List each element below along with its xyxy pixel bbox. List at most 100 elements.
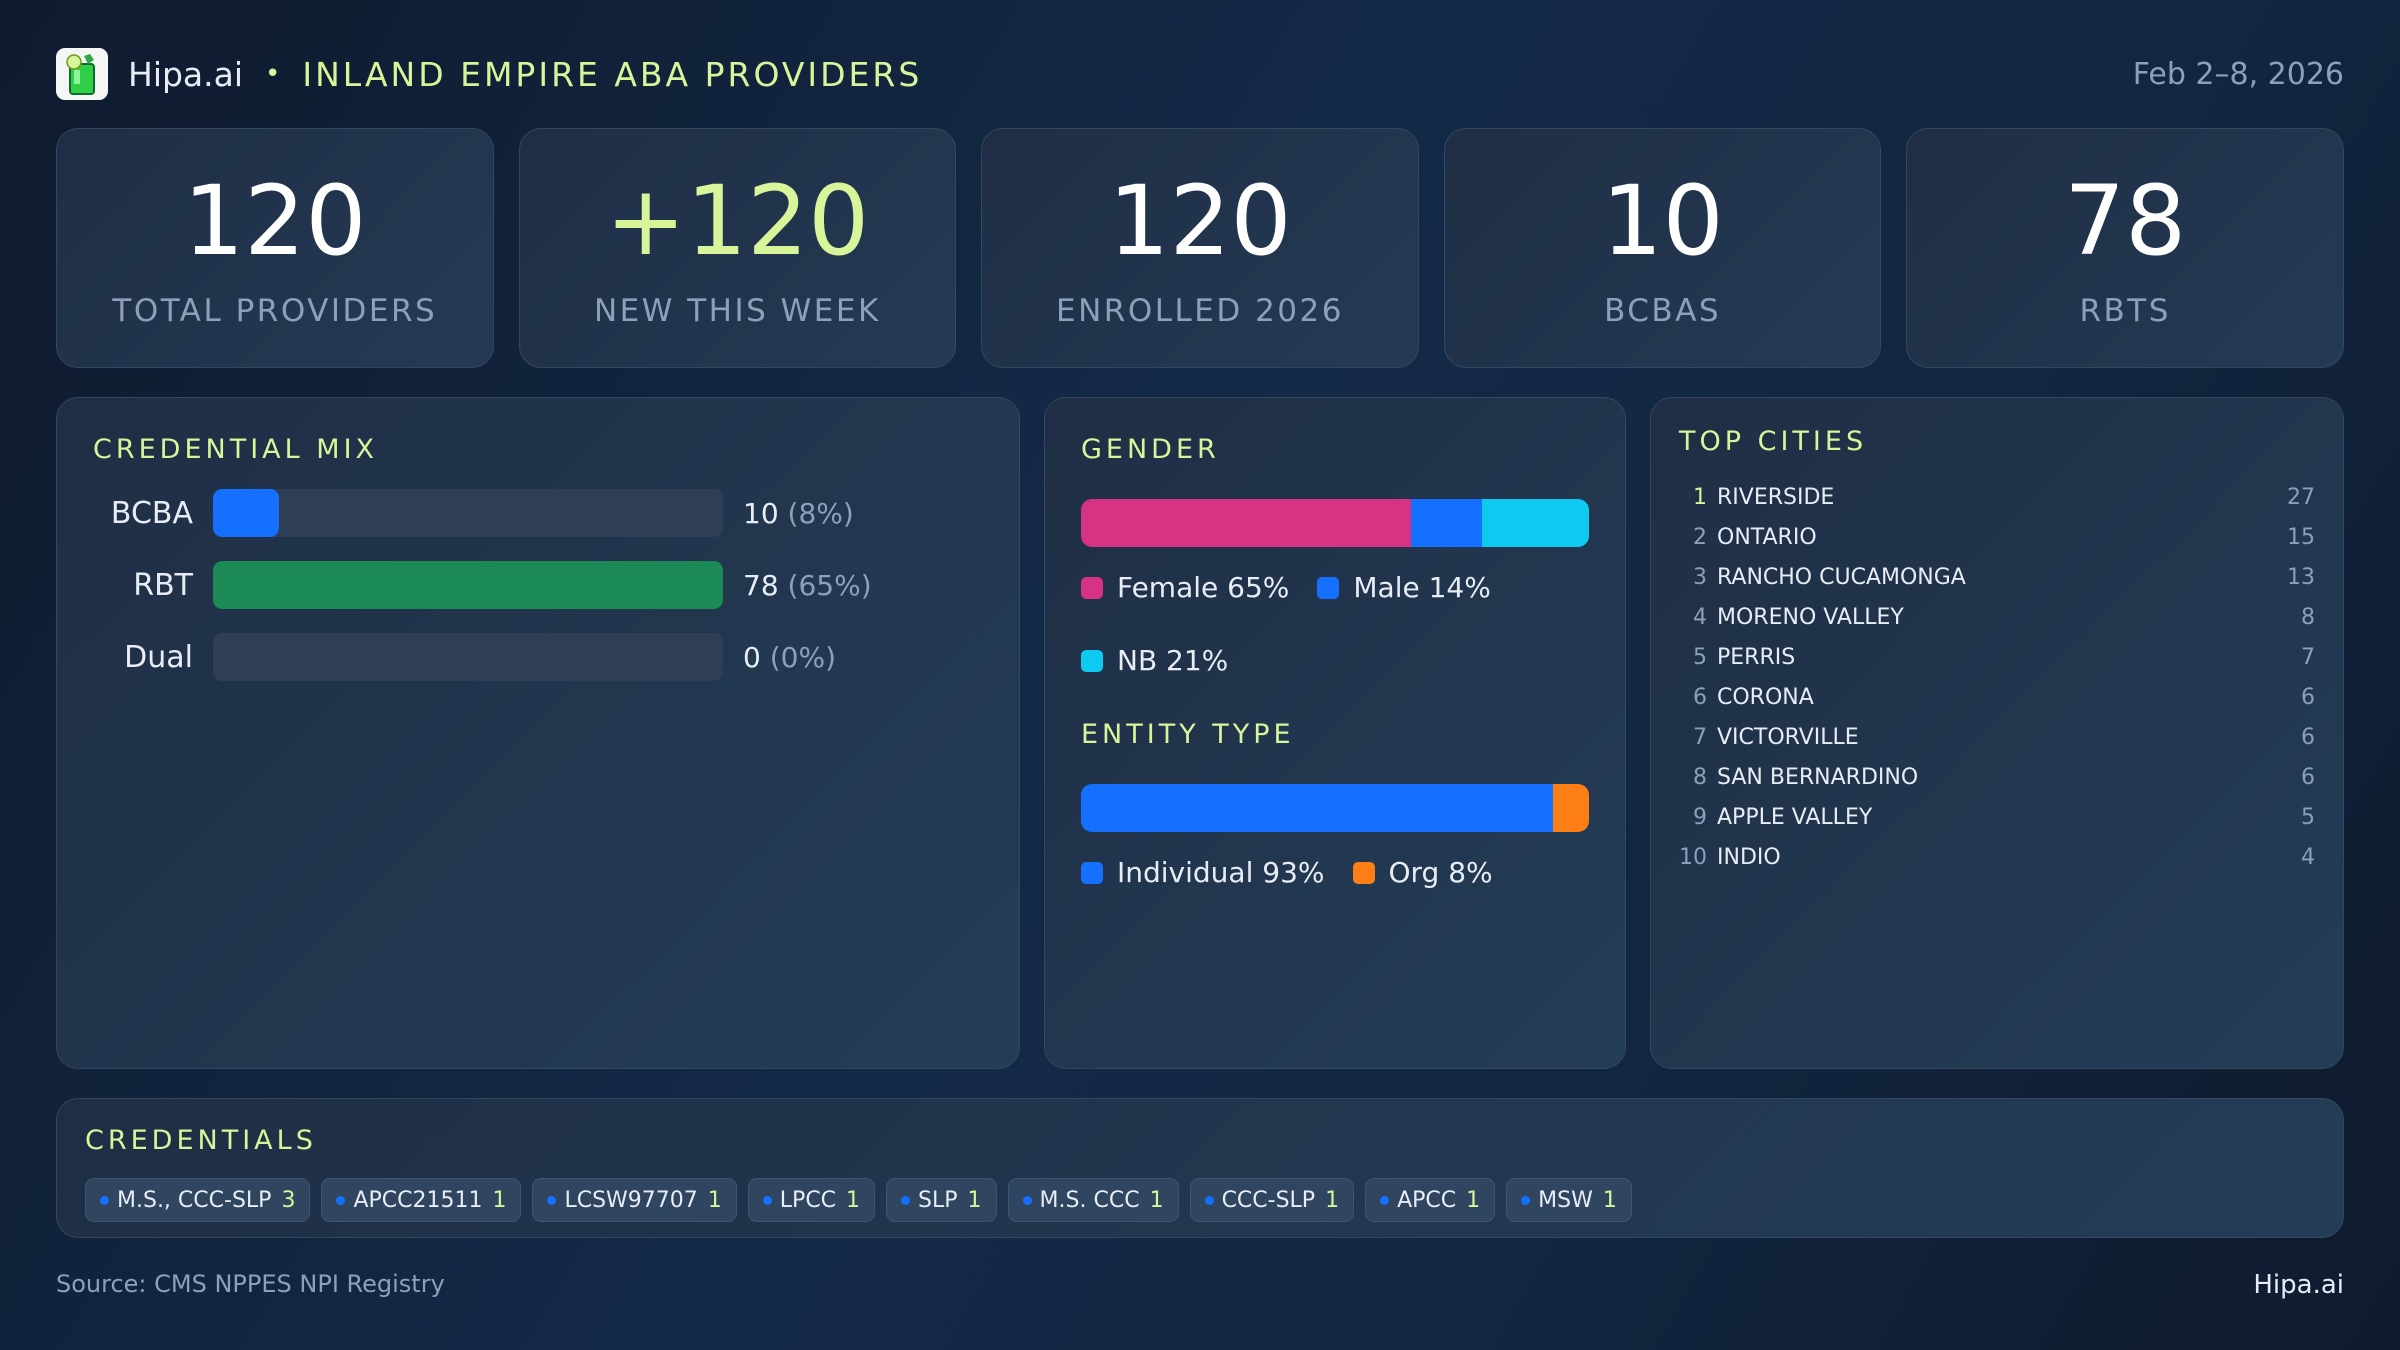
- dot-icon: [1380, 1195, 1390, 1205]
- dot-icon: [1204, 1195, 1214, 1205]
- kpi-new-this-week: +120 NEW THIS WEEK: [518, 128, 957, 368]
- legend-item: Individual 93%: [1081, 856, 1325, 889]
- mix-label: RBT: [133, 567, 193, 603]
- gender-stacked-bar: [1081, 499, 1589, 547]
- gender-entity-panel: GENDER Female 65% Male 14% NB 21% ENTITY T…: [1044, 397, 1626, 1069]
- city-rank: 3: [1693, 564, 1707, 590]
- city-rank: 10: [1679, 844, 1707, 870]
- kpi-label: ENROLLED 2026: [1056, 293, 1344, 329]
- kpi-row: 120 TOTAL PROVIDERS +120 NEW THIS WEEK 1…: [56, 128, 2344, 368]
- dot-icon: [336, 1195, 346, 1205]
- brand-name: Hipa.ai: [128, 54, 244, 94]
- chip-count: 1: [967, 1187, 982, 1213]
- city-name: CORONA: [1717, 684, 1814, 710]
- city-row: 4 MORENO VALLEY 8: [1679, 597, 2315, 637]
- bar-segment: [1482, 499, 1589, 547]
- chip-name: CCC-SLP: [1221, 1187, 1316, 1213]
- credential-chip: APCC21511 1: [321, 1178, 522, 1222]
- footer-brand: Hipa.ai: [2253, 1270, 2344, 1300]
- kpi-label: TOTAL PROVIDERS: [112, 293, 438, 329]
- chip-name: APCC: [1397, 1187, 1457, 1213]
- city-name: RIVERSIDE: [1717, 484, 1835, 510]
- dot-icon: [901, 1195, 911, 1205]
- city-name: VICTORVILLE: [1717, 724, 1859, 750]
- credential-chip: APCC 1: [1365, 1178, 1496, 1222]
- page-title: INLAND EMPIRE ABA PROVIDERS: [302, 54, 923, 94]
- legend-item: Female 65%: [1081, 571, 1289, 604]
- logo: [56, 48, 108, 100]
- kpi-label: BCBAS: [1604, 293, 1722, 329]
- credential-chip: LCSW97707 1: [532, 1178, 737, 1222]
- city-rank: 8: [1693, 764, 1707, 790]
- chip-name: M.S., CCC-SLP: [117, 1187, 272, 1213]
- mix-bar-fill: [213, 489, 280, 537]
- panel-title: TOP CITIES: [1679, 426, 1868, 457]
- kpi-value: 120: [1108, 165, 1292, 277]
- dot-icon: [762, 1195, 772, 1205]
- credential-chip: CCC-SLP 1: [1189, 1178, 1355, 1222]
- chip-count: 1: [492, 1187, 507, 1213]
- credential-chip: LPCC 1: [747, 1178, 876, 1222]
- city-row: 5 PERRIS 7: [1679, 637, 2315, 677]
- chip-count: 1: [707, 1187, 722, 1213]
- legend-swatch-icon: [1081, 649, 1103, 672]
- legend-item: Male 14%: [1317, 571, 1491, 604]
- kpi-value: +120: [605, 165, 870, 277]
- city-rank: 1: [1693, 484, 1707, 510]
- dot-icon: [1022, 1195, 1032, 1205]
- city-count: 6: [2301, 764, 2315, 790]
- panel-title: CREDENTIALS: [85, 1125, 317, 1156]
- dot-icon: [100, 1195, 109, 1205]
- chip-count: 1: [1466, 1187, 1481, 1213]
- kpi-total-providers: 120 TOTAL PROVIDERS: [56, 128, 494, 368]
- kpi-value: 78: [2064, 165, 2187, 277]
- city-count: 7: [2301, 644, 2315, 670]
- dot-icon: [547, 1195, 557, 1205]
- kpi-bcbas: 10 BCBAS: [1443, 128, 1882, 368]
- legend-label: NB 21%: [1117, 644, 1229, 677]
- mix-label: BCBA: [110, 495, 193, 531]
- chip-count: 1: [1149, 1187, 1164, 1213]
- city-list: 1 RIVERSIDE 27 2 ONTARIO 15 3 RANCHO CUCAMONGA 1…: [1679, 477, 2315, 877]
- city-rank: 4: [1693, 604, 1707, 630]
- bar-segment: [1411, 499, 1483, 547]
- date-range: Feb 2–8, 2026: [2132, 56, 2344, 92]
- dot-icon: [1521, 1195, 1531, 1205]
- city-count: 13: [2287, 564, 2315, 590]
- panel-title: ENTITY TYPE: [1081, 719, 1295, 750]
- chip-name: LPCC: [779, 1187, 837, 1213]
- gender-legend: Female 65% Male 14% NB 21%: [1081, 571, 1589, 677]
- city-name: ONTARIO: [1717, 524, 1817, 550]
- city-row: 7 VICTORVILLE 6: [1679, 717, 2315, 757]
- city-name: RANCHO CUCAMONGA: [1717, 564, 1966, 590]
- mix-bar-track: [213, 489, 723, 537]
- mix-value: 78 (65%): [743, 568, 872, 602]
- legend-label: Female 65%: [1117, 571, 1290, 604]
- mix-row-bcba: BCBA 10 (8%): [93, 489, 983, 537]
- credential-mix-panel: CREDENTIAL MIX BCBA 10 (8%) RBT 78 (65%)…: [56, 397, 1020, 1069]
- mix-bar-fill: [213, 561, 723, 609]
- kpi-rbts: 78 RBTS: [1906, 128, 2344, 368]
- city-count: 6: [2301, 684, 2315, 710]
- city-row: 3 RANCHO CUCAMONGA 13: [1679, 557, 2315, 597]
- chip-count: 1: [1602, 1187, 1617, 1213]
- city-name: MORENO VALLEY: [1717, 604, 1904, 630]
- mix-bar-track: [213, 561, 723, 609]
- chip-count: 1: [846, 1187, 861, 1213]
- legend-swatch-icon: [1081, 861, 1103, 884]
- city-rank: 5: [1693, 644, 1707, 670]
- city-count: 8: [2301, 604, 2315, 630]
- mix-label: Dual: [124, 639, 193, 675]
- credential-chip: MSW 1: [1506, 1178, 1632, 1222]
- city-count: 6: [2301, 724, 2315, 750]
- city-rank: 2: [1693, 524, 1707, 550]
- kpi-label: NEW THIS WEEK: [593, 293, 881, 329]
- mix-row-dual: Dual 0 (0%): [93, 633, 983, 681]
- chip-count: 1: [1325, 1187, 1340, 1213]
- city-row: 1 RIVERSIDE 27: [1679, 477, 2315, 517]
- city-count: 15: [2287, 524, 2315, 550]
- city-row: 10 INDIO 4: [1679, 837, 2315, 877]
- city-name: INDIO: [1717, 844, 1781, 870]
- city-name: PERRIS: [1717, 644, 1796, 670]
- credential-chip: SLP 1: [886, 1178, 997, 1222]
